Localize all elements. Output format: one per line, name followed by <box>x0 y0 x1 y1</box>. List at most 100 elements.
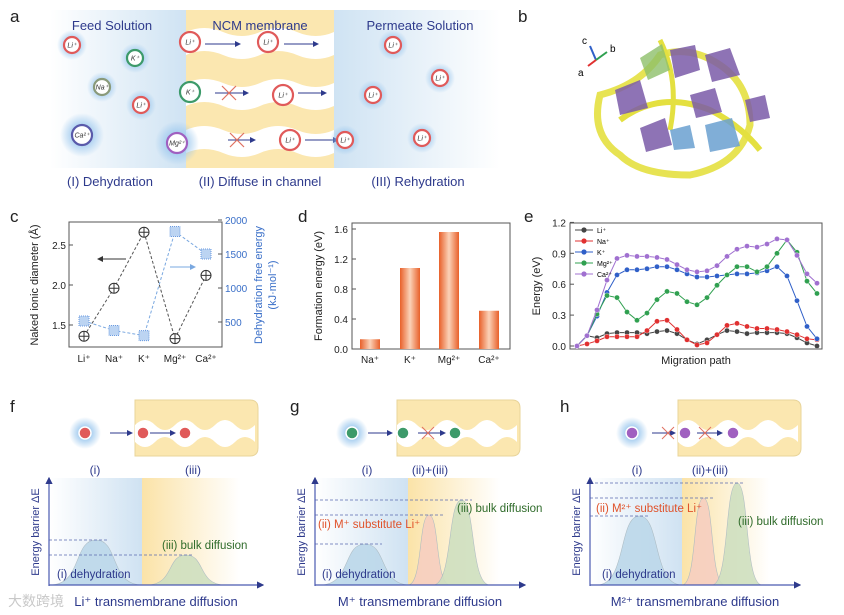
ion <box>726 426 740 440</box>
bulk-label: (iii) bulk diffusion <box>738 516 823 528</box>
data-point <box>774 250 780 257</box>
x-tick-label: Mg²⁺ <box>164 354 187 365</box>
data-point <box>814 335 820 342</box>
ion <box>345 426 359 440</box>
data-point <box>694 269 700 275</box>
panel-d: d 0.0 0.4 0.8 1.2 1.6 Na⁺ K⁺ Mg²⁺ Ca²⁺ Formation… <box>298 207 511 366</box>
ion <box>678 426 692 440</box>
step-label: (i) <box>632 463 643 477</box>
data-point <box>774 326 780 333</box>
axis-c-label: c <box>582 36 587 47</box>
energy-barrier-peak <box>681 497 726 586</box>
y-tick-label: 0.9 <box>552 249 566 260</box>
data-point <box>664 317 670 324</box>
y-tick-label: 0.3 <box>552 311 566 322</box>
data-point <box>814 290 820 297</box>
x-tick-label: Na⁺ <box>361 355 379 366</box>
panel-label-f: f <box>10 397 15 416</box>
ion-li: Li⁺ <box>358 80 388 110</box>
ion-label: Na⁺ <box>96 85 110 92</box>
ion <box>625 426 639 440</box>
y-tick-label: 0.8 <box>334 285 348 296</box>
data-point <box>664 288 670 295</box>
ion-label: Li⁺ <box>263 40 273 47</box>
ion <box>78 426 92 440</box>
data-point <box>634 333 640 340</box>
ion-label: Li⁺ <box>285 138 295 145</box>
data-point <box>664 256 670 263</box>
data-point <box>624 266 630 273</box>
dehydration-label: (i) dehydration <box>322 569 396 581</box>
legend-label: Mg²⁺ <box>597 261 613 268</box>
x-axis-label: Migration path <box>661 355 731 367</box>
data-point <box>584 332 590 339</box>
bar <box>360 339 380 349</box>
data-point <box>754 269 760 275</box>
diameter-line <box>83 230 207 340</box>
y-tick-label: 0.4 <box>334 315 348 326</box>
data-point <box>744 323 750 330</box>
ion-k: K⁺ <box>178 80 202 104</box>
ion-k: K⁺ <box>120 43 150 73</box>
ion-label: Li⁺ <box>435 76 445 83</box>
data-point <box>594 307 600 313</box>
series-3 <box>574 237 820 349</box>
blocked-x-icon <box>661 426 675 440</box>
x-axis-label: M⁺ transmembrane diffusion <box>338 594 502 609</box>
y-tick-label: 1.6 <box>334 225 348 236</box>
step-label: (ii)+(iii) <box>412 463 448 477</box>
panel-e: e 0.0 0.3 0.6 0.9 1.2 Li⁺ Na⁺ K⁺ Mg²⁺ Ca²⁺ Energy… <box>524 207 823 367</box>
ion-mg: Mg²⁺ <box>155 121 199 165</box>
ion-label: Li⁺ <box>278 93 288 100</box>
data-point <box>784 328 790 335</box>
y-axis-label: Energy barrier ΔE <box>296 488 308 575</box>
data-point <box>614 255 620 262</box>
plot-frame <box>68 221 223 348</box>
y-right-tick-label: 1000 <box>225 284 248 295</box>
data-point <box>644 253 650 260</box>
panel-f: f (i) (iii) Energy barrier ΔE (iii) bulk dif… <box>10 397 265 609</box>
y-tick-label: 0.0 <box>552 342 566 353</box>
ion-ca: Ca²⁺ <box>60 113 104 157</box>
data-point <box>644 327 650 334</box>
ion <box>396 426 410 440</box>
x-tick-label: K⁺ <box>404 355 416 366</box>
step-label: (iii) <box>185 463 201 477</box>
x-tick-label: Mg²⁺ <box>438 355 461 366</box>
data-point <box>574 343 580 349</box>
plot-frame <box>569 222 823 350</box>
data-point <box>654 318 660 325</box>
data-point <box>764 325 770 332</box>
step-label: (i) <box>90 463 101 477</box>
bar <box>400 268 420 349</box>
ion-label: Li⁺ <box>136 103 146 110</box>
data-point <box>804 323 810 330</box>
ion-label: K⁺ <box>186 90 196 97</box>
ion-li: Li⁺ <box>256 30 280 54</box>
data-point <box>734 263 740 270</box>
ion-label: Mg²⁺ <box>169 141 186 148</box>
data-point <box>624 333 630 340</box>
data-point <box>604 277 610 283</box>
panel-label-a: a <box>10 7 20 26</box>
substitute-label: (ii) M⁺ substitute Li⁺ <box>318 519 420 531</box>
step-rehydration: (III) Rehydration <box>371 174 464 189</box>
step-diffuse-channel: (II) Diffuse in channel <box>199 174 322 189</box>
diameter-point <box>108 282 120 294</box>
ion-li: Li⁺ <box>407 123 437 153</box>
membrane-channel <box>135 420 255 447</box>
data-point <box>704 274 710 280</box>
ion <box>448 426 462 440</box>
data-point <box>724 272 730 278</box>
data-point <box>664 263 670 270</box>
ion <box>136 426 150 440</box>
data-point <box>634 317 640 324</box>
energy-point <box>169 226 181 238</box>
data-point <box>784 237 790 243</box>
data-point <box>794 331 800 338</box>
y-axis-label: Formation energy (eV) <box>313 231 325 341</box>
data-point <box>714 273 720 279</box>
diameter-point <box>200 269 212 281</box>
data-point <box>734 320 740 327</box>
